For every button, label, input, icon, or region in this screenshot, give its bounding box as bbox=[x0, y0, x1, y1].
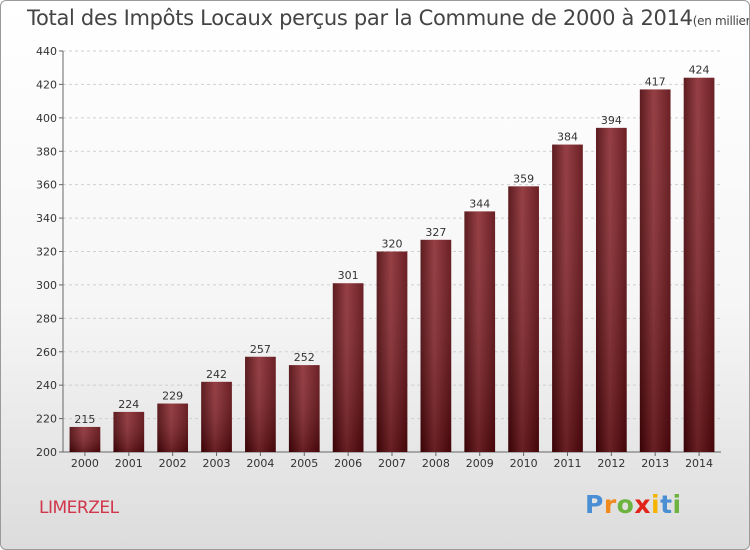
bar-shade-2012 bbox=[595, 127, 627, 452]
x-tick-label-2003: 2003 bbox=[203, 457, 231, 470]
value-label-2007: 320 bbox=[382, 238, 403, 251]
x-tick-label-2009: 2009 bbox=[466, 457, 494, 470]
y-tick-label: 380 bbox=[36, 145, 57, 158]
x-tick-label-2006: 2006 bbox=[334, 457, 362, 470]
commune-name: LIMERZEL bbox=[39, 498, 119, 518]
x-tick-label-2002: 2002 bbox=[159, 457, 187, 470]
logo-letter: o bbox=[616, 490, 635, 519]
value-label-2013: 417 bbox=[645, 75, 666, 88]
x-tick-label-2012: 2012 bbox=[597, 457, 625, 470]
logo-letter: x bbox=[634, 490, 651, 519]
x-tick-label-2011: 2011 bbox=[553, 457, 581, 470]
y-tick-label: 300 bbox=[36, 279, 57, 292]
x-tick-label-2010: 2010 bbox=[510, 457, 538, 470]
y-tick-label: 340 bbox=[36, 212, 57, 225]
y-tick-label: 360 bbox=[36, 179, 57, 192]
bar-shade-2004 bbox=[245, 356, 276, 452]
value-label-2000: 215 bbox=[74, 413, 95, 426]
bar-shade-2009 bbox=[464, 211, 496, 452]
value-label-2004: 257 bbox=[250, 343, 271, 356]
y-tick-label: 420 bbox=[36, 78, 57, 91]
y-tick-label: 320 bbox=[36, 246, 57, 259]
value-label-2003: 242 bbox=[206, 368, 227, 381]
bar-shade-2002 bbox=[157, 403, 189, 452]
y-tick-label: 400 bbox=[36, 112, 57, 125]
data-labels: 215 224 229 242 257 252 301 320 327 344 359 384 394 4… bbox=[74, 64, 709, 426]
chart-title: Total des Impôts Locaux perçus par la Co… bbox=[27, 6, 750, 30]
x-tick-label-2005: 2005 bbox=[290, 457, 318, 470]
x-tick-label-2013: 2013 bbox=[641, 457, 669, 470]
logo-letter: i bbox=[672, 490, 682, 519]
x-tick-label-2004: 2004 bbox=[246, 457, 274, 470]
bar-shade-2007 bbox=[376, 251, 408, 452]
x-tick-label-2007: 2007 bbox=[378, 457, 406, 470]
chart-title-unit: (en milliers d'€) bbox=[692, 14, 750, 28]
y-tick-label: 280 bbox=[36, 312, 57, 325]
bar-shade-2008 bbox=[420, 239, 452, 452]
y-tick-label: 260 bbox=[36, 346, 57, 359]
chart-title-text: Total des Impôts Locaux perçus par la Co… bbox=[27, 6, 693, 30]
y-tick-label: 220 bbox=[36, 413, 57, 426]
value-label-2001: 224 bbox=[118, 398, 139, 411]
bar-shade-2006 bbox=[332, 283, 364, 452]
bar-shade-2001 bbox=[113, 411, 145, 452]
logo-letter: t bbox=[660, 490, 673, 519]
value-label-2011: 384 bbox=[557, 131, 578, 144]
value-label-2006: 301 bbox=[338, 269, 359, 282]
y-tick-label: 240 bbox=[36, 379, 57, 392]
bar-shade-2014 bbox=[683, 77, 715, 452]
logo-letter: P bbox=[585, 490, 604, 519]
value-label-2010: 359 bbox=[513, 172, 534, 185]
value-label-2014: 424 bbox=[689, 64, 710, 77]
bars bbox=[69, 77, 715, 453]
value-label-2005: 252 bbox=[294, 351, 315, 364]
bar-shade-2000 bbox=[69, 426, 101, 452]
bar-shade-2010 bbox=[508, 186, 539, 452]
y-tick-label: 200 bbox=[36, 446, 57, 459]
bar-shade-2005 bbox=[288, 365, 320, 452]
value-label-2009: 344 bbox=[469, 197, 490, 210]
x-tick-label-2001: 2001 bbox=[115, 457, 143, 470]
value-label-2012: 394 bbox=[601, 114, 622, 127]
bar-shade-2003 bbox=[201, 381, 232, 452]
proxiti-logo: Proxiti bbox=[585, 490, 682, 519]
y-tick-label: 440 bbox=[36, 45, 57, 58]
logo-letter: r bbox=[603, 490, 617, 519]
logo-letter: i bbox=[651, 490, 661, 519]
x-tick-label-2014: 2014 bbox=[685, 457, 713, 470]
value-label-2002: 229 bbox=[162, 390, 183, 403]
bar-shade-2013 bbox=[639, 89, 671, 452]
x-tick-label-2000: 2000 bbox=[71, 457, 99, 470]
x-tick-label-2008: 2008 bbox=[422, 457, 450, 470]
bar-shade-2011 bbox=[552, 144, 583, 453]
value-label-2008: 327 bbox=[425, 226, 446, 239]
